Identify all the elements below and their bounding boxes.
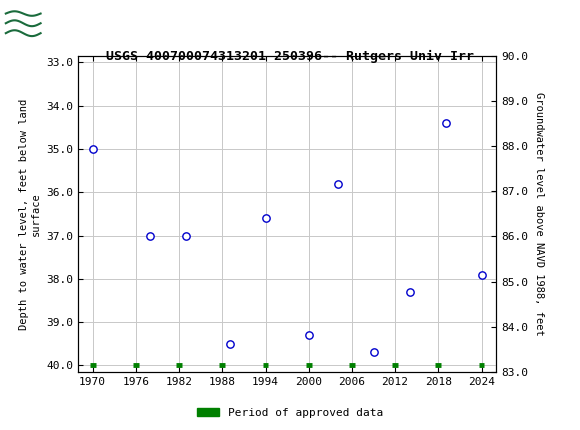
Point bbox=[477, 271, 486, 278]
Point bbox=[225, 341, 234, 347]
Point bbox=[441, 120, 450, 126]
Text: USGS 400700074313201 250396-- Rutgers Univ Irr: USGS 400700074313201 250396-- Rutgers Un… bbox=[106, 49, 474, 62]
Point bbox=[88, 145, 97, 152]
Point bbox=[304, 332, 313, 338]
Legend: Period of approved data: Period of approved data bbox=[193, 403, 387, 422]
Point bbox=[369, 349, 378, 356]
Point bbox=[182, 232, 191, 239]
Y-axis label: Groundwater level above NAVD 1988, feet: Groundwater level above NAVD 1988, feet bbox=[534, 92, 545, 336]
Point bbox=[146, 232, 155, 239]
Bar bbox=[3, 3, 70, 42]
Text: USGS: USGS bbox=[75, 14, 130, 31]
Point bbox=[261, 215, 270, 222]
Y-axis label: Depth to water level, feet below land
surface: Depth to water level, feet below land su… bbox=[19, 98, 41, 329]
Point bbox=[333, 180, 342, 187]
Point bbox=[405, 289, 414, 295]
